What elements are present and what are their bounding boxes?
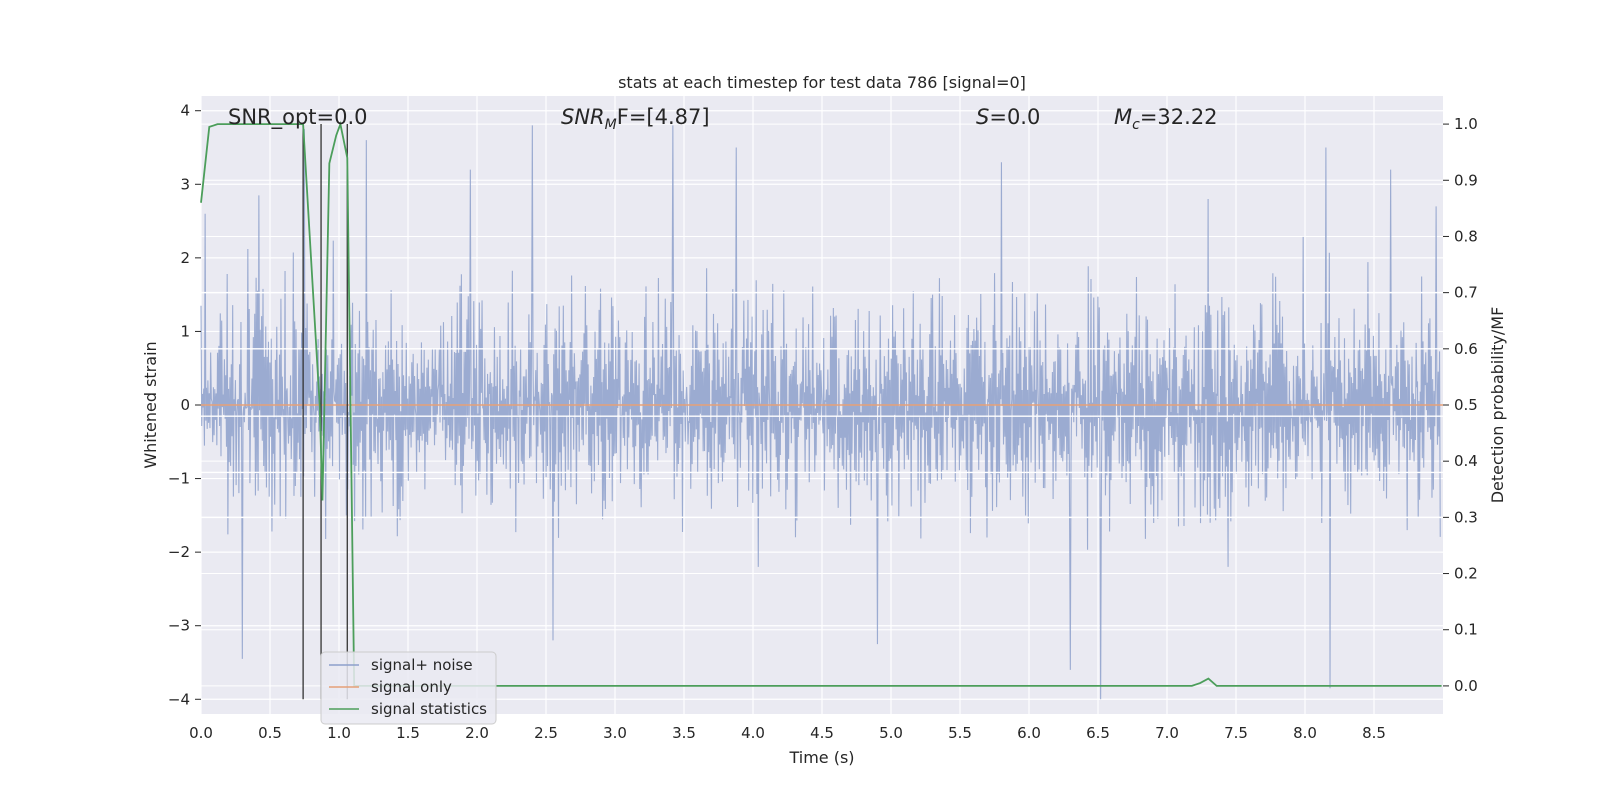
y-left-tick-label: 0 bbox=[180, 396, 190, 414]
y-left-tick-label: 3 bbox=[180, 175, 190, 193]
y-right-tick-label: 0.3 bbox=[1454, 508, 1478, 526]
y-left-tick-label: −1 bbox=[168, 470, 190, 488]
y-right-tick-label: 0.2 bbox=[1454, 565, 1478, 583]
y-right-tick-label: 0.8 bbox=[1454, 227, 1478, 245]
x-tick-label: 1.0 bbox=[327, 724, 351, 742]
y-left-tick-label: −2 bbox=[168, 543, 190, 561]
y-right-tick-label: 0.9 bbox=[1454, 171, 1478, 189]
x-tick-label: 0.5 bbox=[258, 724, 282, 742]
x-tick-label: 6.5 bbox=[1086, 724, 1110, 742]
y-right-axis-ticks: 0.0 0.1 0.2 0.3 0.4 0.5 0.6 0.7 0.8 0.9 1.0 bbox=[1443, 115, 1478, 695]
x-tick-label: 5.0 bbox=[879, 724, 903, 742]
noise-trace bbox=[200, 125, 1441, 700]
x-tick-label: 6.0 bbox=[1017, 724, 1041, 742]
x-tick-label: 8.0 bbox=[1293, 724, 1317, 742]
x-axis-label: Time (s) bbox=[788, 748, 854, 767]
y-right-tick-label: 0.0 bbox=[1454, 677, 1478, 695]
chart-title: stats at each timestep for test data 786… bbox=[618, 73, 1026, 92]
x-tick-label: 7.0 bbox=[1155, 724, 1179, 742]
legend-box bbox=[320, 651, 497, 725]
annotation-snr-mf: SNRMF=[4.87] bbox=[561, 105, 710, 133]
y-left-tick-label: −3 bbox=[168, 617, 190, 635]
x-tick-label: 4.0 bbox=[741, 724, 765, 742]
y-left-axis-label: Whitened strain bbox=[141, 341, 160, 468]
x-tick-label: 0.0 bbox=[189, 724, 213, 742]
annotation-s: S=0.0 bbox=[976, 105, 1040, 129]
legend-label-signal-only: signal only bbox=[371, 678, 452, 696]
y-left-tick-label: 1 bbox=[180, 322, 190, 340]
y-right-tick-label: 0.7 bbox=[1454, 284, 1478, 302]
x-tick-label: 8.5 bbox=[1362, 724, 1386, 742]
x-tick-label: 2.5 bbox=[534, 724, 558, 742]
statistics-trace bbox=[200, 120, 1442, 687]
x-tick-label: 7.5 bbox=[1224, 724, 1248, 742]
x-tick-label: 3.5 bbox=[672, 724, 696, 742]
x-tick-label: 4.5 bbox=[810, 724, 834, 742]
series-signal-noise bbox=[200, 125, 1443, 700]
x-tick-label: 5.5 bbox=[948, 724, 972, 742]
y-right-tick-label: 0.5 bbox=[1454, 396, 1478, 414]
y-right-tick-label: 0.4 bbox=[1454, 452, 1478, 470]
series-signal-statistics bbox=[200, 120, 1442, 687]
y-right-tick-label: 0.1 bbox=[1454, 621, 1478, 639]
x-tick-label: 3.0 bbox=[603, 724, 627, 742]
x-tick-label: 1.5 bbox=[396, 724, 420, 742]
y-right-axis-label: Detection probability/MF bbox=[1488, 307, 1507, 504]
y-right-tick-label: 0.6 bbox=[1454, 340, 1478, 358]
legend-label-signal-noise: signal+ noise bbox=[371, 656, 473, 674]
y-left-tick-label: 2 bbox=[180, 249, 190, 267]
annotation-snr-opt: SNR_opt=0.0 bbox=[228, 105, 368, 130]
x-tick-label: 2.0 bbox=[465, 724, 489, 742]
legend: signal+ noise signal only signal statist… bbox=[320, 651, 497, 725]
y-left-axis-ticks: −4 −3 −2 −1 0 1 2 3 4 bbox=[168, 102, 201, 708]
y-left-tick-label: 4 bbox=[180, 102, 190, 120]
legend-label-signal-statistics: signal statistics bbox=[371, 700, 487, 718]
y-left-tick-label: −4 bbox=[168, 690, 190, 708]
annotation-mc: Mc=32.22 bbox=[1114, 105, 1218, 133]
x-axis-ticks: 0.0 0.5 1.0 1.5 2.0 2.5 3.0 3.5 4.0 4.5 5.0 5.5 6.0 6… bbox=[189, 724, 1386, 742]
y-right-tick-label: 1.0 bbox=[1454, 115, 1478, 133]
